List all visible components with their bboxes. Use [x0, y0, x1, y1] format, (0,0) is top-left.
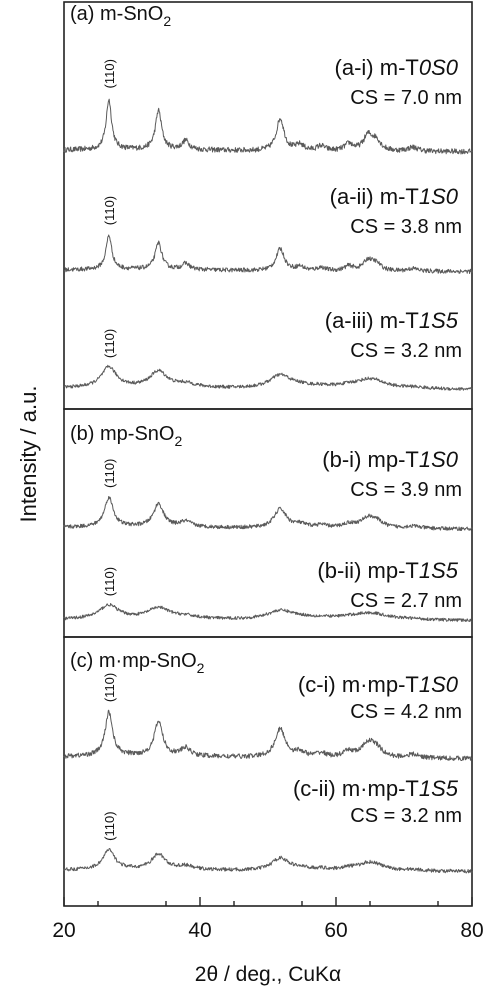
trace-1-1 — [63, 603, 473, 623]
x-tick-label: 80 — [460, 919, 483, 942]
sample-label: (a-i) m-T0S0 — [335, 55, 459, 80]
trace-2-1 — [63, 848, 473, 874]
sample-label-prefix: (c-ii) m·mp-T — [293, 776, 419, 801]
crystallite-size-label: CS = 3.2 nm — [350, 805, 462, 827]
crystallite-size-label: CS = 4.2 nm — [350, 701, 462, 723]
trace-0-0 — [63, 98, 473, 155]
crystallite-size-label: CS = 7.0 nm — [350, 87, 462, 109]
sample-label-prefix: (a-iii) m-T — [325, 308, 419, 333]
panel-label-text: (c) m·mp-SnO — [70, 650, 197, 672]
peak-label-110: (110) — [102, 329, 117, 358]
x-tick-label: 20 — [52, 919, 75, 942]
panel-label-text: (a) m-SnO — [70, 3, 163, 25]
sample-label-code: 1S5 — [419, 558, 459, 583]
peak-label-110: (110) — [102, 567, 117, 596]
sample-label-prefix: (c-i) m·mp-T — [298, 672, 419, 697]
crystallite-size-label: CS = 3.2 nm — [350, 340, 462, 362]
panel-label-subscript: 2 — [163, 13, 171, 29]
sample-label: (a-iii) m-T1S5 — [325, 308, 459, 333]
panel-label-1: (b) mp-SnO2 — [70, 423, 182, 449]
sample-label-code: 1S0 — [419, 447, 459, 472]
sample-label-code: 1S5 — [419, 308, 459, 333]
sample-label-code: 1S0 — [419, 672, 459, 697]
diffraction-traces — [63, 98, 473, 874]
x-tick-label: 60 — [324, 919, 347, 942]
sample-label: (b-ii) mp-T1S5 — [317, 558, 458, 583]
panel-label-subscript: 2 — [197, 660, 205, 676]
sample-label-prefix: (a-ii) m-T — [330, 184, 419, 209]
crystallite-size-label: CS = 3.9 nm — [350, 479, 462, 501]
panel-label-subscript: 2 — [174, 433, 182, 449]
panel-c-frame — [63, 636, 473, 907]
y-axis-label: Intensity / a.u. — [16, 386, 41, 523]
sample-label: (a-ii) m-T1S0 — [330, 184, 459, 209]
trace-0-2 — [63, 364, 473, 391]
crystallite-size-label: CS = 2.7 nm — [350, 590, 462, 612]
trace-2-0 — [63, 709, 473, 761]
sample-label: (c-i) m·mp-T1S0 — [298, 672, 459, 697]
sample-label-prefix: (b-i) mp-T — [322, 447, 419, 472]
panel-label-text: (b) mp-SnO — [70, 423, 174, 445]
panel-label-0: (a) m-SnO2 — [70, 3, 171, 29]
panel-frames — [63, 1, 473, 907]
axes: 20 40 60 80 2θ / deg., CuKα Intensity / a.u. — [16, 386, 484, 986]
peak-label-110: (110) — [102, 196, 117, 225]
x-tick-label: 40 — [188, 919, 211, 942]
sample-label-code: 0S0 — [419, 55, 459, 80]
sample-label-code: 1S5 — [419, 776, 459, 801]
panel-label-2: (c) m·mp-SnO2 — [70, 650, 205, 676]
crystallite-size-label: CS = 3.8 nm — [350, 216, 462, 238]
sample-label: (b-i) mp-T1S0 — [322, 447, 458, 472]
x-axis-label: 2θ / deg., CuKα — [195, 963, 341, 986]
peak-label-110: (110) — [102, 811, 117, 840]
sample-label-code: 1S0 — [419, 184, 459, 209]
trace-0-1 — [63, 234, 473, 274]
peak-label-110: (110) — [102, 459, 117, 488]
sample-label-prefix: (a-i) m-T — [335, 55, 419, 80]
peak-label-110: (110) — [102, 59, 117, 88]
peak-label-110: (110) — [102, 673, 117, 702]
trace-1-0 — [63, 496, 473, 531]
sample-label: (c-ii) m·mp-T1S5 — [293, 776, 459, 801]
sample-label-prefix: (b-ii) mp-T — [317, 558, 418, 583]
